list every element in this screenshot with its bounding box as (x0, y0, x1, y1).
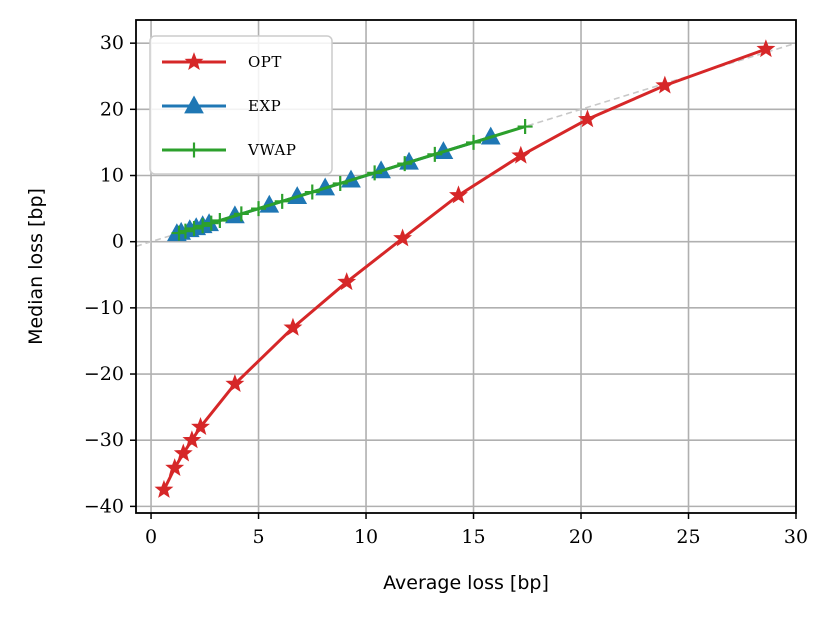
plot-frame (135, 19, 797, 514)
x-tick-label: 15 (461, 526, 485, 548)
data-point-opt (449, 185, 468, 204)
y-tick-label: 30 (100, 32, 124, 54)
series-line-vwap (178, 125, 526, 235)
data-point-opt (182, 430, 202, 449)
y-axis-ticks: 30 20 10 0 −10 −20 −30 −40 (84, 32, 136, 517)
data-point-vwap (304, 184, 320, 200)
data-point-opt (165, 458, 185, 477)
plot-content (136, 39, 796, 498)
x-axis-title: Average loss [bp] (383, 572, 549, 594)
data-point-opt (283, 317, 303, 336)
data-point-opt (191, 417, 210, 436)
data-point-vwap (177, 223, 193, 239)
data-point-opt (393, 228, 413, 247)
x-tick-label: 20 (569, 526, 593, 548)
data-point-vwap (203, 215, 219, 231)
data-point-vwap (195, 218, 211, 234)
x-axis-ticks: 0 5 10 15 20 25 30 (145, 513, 808, 548)
data-point-vwap (186, 220, 202, 236)
data-point-vwap (212, 213, 228, 229)
legend-marker-exp (184, 95, 204, 114)
x-tick-label: 10 (354, 526, 378, 548)
legend-label-exp: EXP (248, 97, 281, 115)
data-point-vwap (367, 165, 383, 181)
legend: OPT EXP VWAP (149, 35, 333, 175)
legend-label-opt: OPT (248, 53, 282, 71)
x-tick-label: 25 (676, 526, 700, 548)
data-point-opt (337, 272, 357, 291)
data-point-vwap (332, 175, 348, 191)
data-point-vwap (427, 146, 443, 162)
y-tick-label: −10 (84, 297, 124, 319)
data-point-vwap (171, 225, 187, 241)
legend-marker-opt (184, 52, 204, 71)
y-axis-title: Median loss [bp] (25, 188, 47, 345)
grid-lines (136, 20, 797, 513)
data-point-opt (655, 75, 675, 94)
legend-item-opt: OPT (162, 52, 282, 71)
data-point-vwap (233, 206, 249, 222)
y-tick-label: 0 (112, 231, 124, 253)
data-point-vwap (397, 156, 413, 172)
y-tick-label: −20 (84, 363, 124, 385)
legend-marker-vwap (186, 142, 202, 158)
data-point-opt (154, 479, 174, 498)
legend-box (149, 35, 333, 175)
data-point-opt (173, 443, 193, 462)
x-tick-label: 30 (784, 526, 808, 548)
x-tick-label: 0 (145, 526, 157, 548)
data-point-vwap (251, 201, 267, 217)
y-tick-label: 10 (100, 165, 124, 187)
y-tick-label: −30 (84, 429, 124, 451)
data-point-vwap (466, 134, 482, 150)
data-point-opt (756, 39, 776, 58)
y-tick-label: 20 (100, 98, 124, 120)
data-point-opt (225, 374, 245, 392)
data-point-opt (511, 145, 531, 164)
series-opt (154, 39, 776, 498)
data-point-opt (578, 109, 597, 128)
data-point-vwap (517, 119, 533, 135)
legend-item-exp: EXP (162, 95, 281, 115)
legend-item-vwap: VWAP (162, 141, 296, 159)
y-tick-label: −40 (84, 495, 124, 517)
x-tick-label: 5 (252, 526, 264, 548)
data-point-vwap (274, 193, 290, 209)
legend-label-vwap: VWAP (247, 141, 296, 159)
series-vwap (171, 119, 533, 241)
